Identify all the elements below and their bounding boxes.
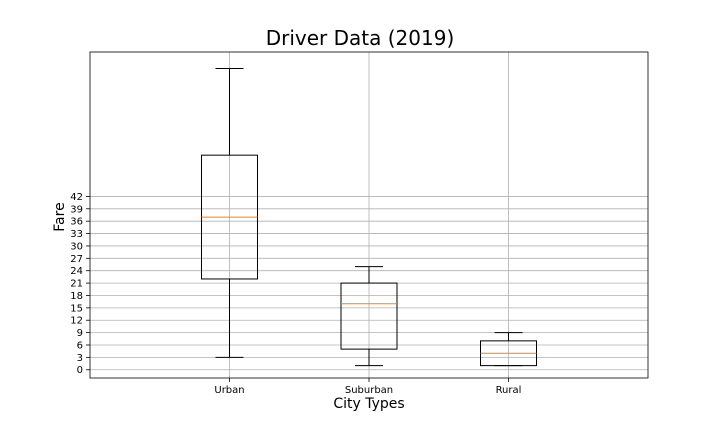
y-tick-label: 21 bbox=[70, 279, 83, 290]
y-tick-label: 15 bbox=[70, 303, 83, 314]
y-tick-label: 27 bbox=[70, 254, 83, 265]
x-axis-label: City Types bbox=[333, 396, 405, 412]
x-tick-label: Urban bbox=[214, 385, 244, 396]
x-tick-label: Rural bbox=[496, 385, 522, 396]
y-tick-label: 9 bbox=[77, 328, 83, 339]
y-tick-label: 42 bbox=[70, 192, 83, 203]
y-tick-label: 6 bbox=[77, 340, 83, 351]
chart-title: Driver Data (2019) bbox=[265, 26, 455, 50]
x-tick-label: Suburban bbox=[345, 385, 393, 396]
box-suburban bbox=[340, 282, 398, 350]
y-tick-label: 0 bbox=[77, 365, 83, 376]
y-tick-label: 24 bbox=[70, 266, 83, 277]
y-tick-label: 12 bbox=[70, 316, 83, 327]
y-tick-label: 39 bbox=[70, 204, 83, 215]
y-tick-label: 18 bbox=[70, 291, 83, 302]
y-tick-label: 30 bbox=[70, 241, 83, 252]
axes-frame bbox=[89, 51, 649, 379]
y-axis-label: Fare bbox=[52, 202, 68, 232]
y-tick-label: 36 bbox=[70, 217, 83, 228]
y-tick-label: 33 bbox=[70, 229, 83, 240]
y-tick-label: 3 bbox=[77, 353, 83, 364]
